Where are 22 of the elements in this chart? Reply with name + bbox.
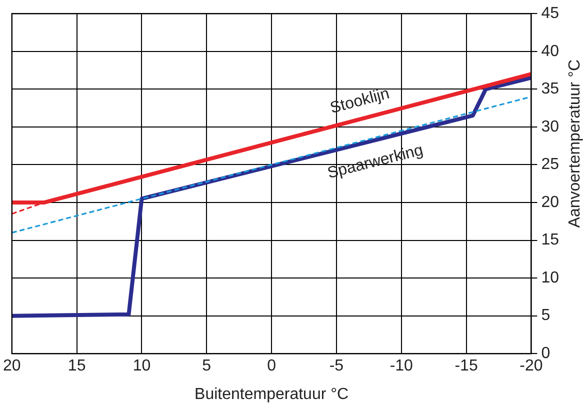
x-tick-label: -15	[454, 358, 478, 375]
x-tick-label: -10	[390, 358, 414, 375]
y-tick-label: 0	[541, 345, 550, 362]
y-tick-label: 5	[541, 307, 550, 324]
y-tick-label: 15	[541, 232, 560, 249]
x-tick-label: -5	[329, 358, 344, 375]
x-tick-label: -20	[520, 358, 543, 375]
y-tick-label: 20	[541, 194, 560, 211]
x-tick-label: 5	[202, 358, 212, 375]
x-tick-label: 20	[3, 358, 21, 375]
y-tick-label: 35	[541, 80, 560, 98]
y-tick-label: 10	[541, 269, 560, 286]
x-axis-title: Buitentemperatuur °C	[194, 386, 349, 403]
y-tick-label: 45	[541, 5, 560, 22]
y-tick-label: 40	[541, 42, 560, 60]
y-tick-label: 30	[541, 118, 560, 136]
x-tick-label: 15	[68, 358, 86, 375]
x-tick-label: 0	[267, 358, 276, 375]
y-axis-title: Aanvoertemperatuur °C	[566, 59, 584, 228]
x-tick-label: 10	[132, 358, 151, 375]
text: Stooklijn	[328, 85, 392, 118]
y-tick-label: 25	[541, 156, 560, 174]
